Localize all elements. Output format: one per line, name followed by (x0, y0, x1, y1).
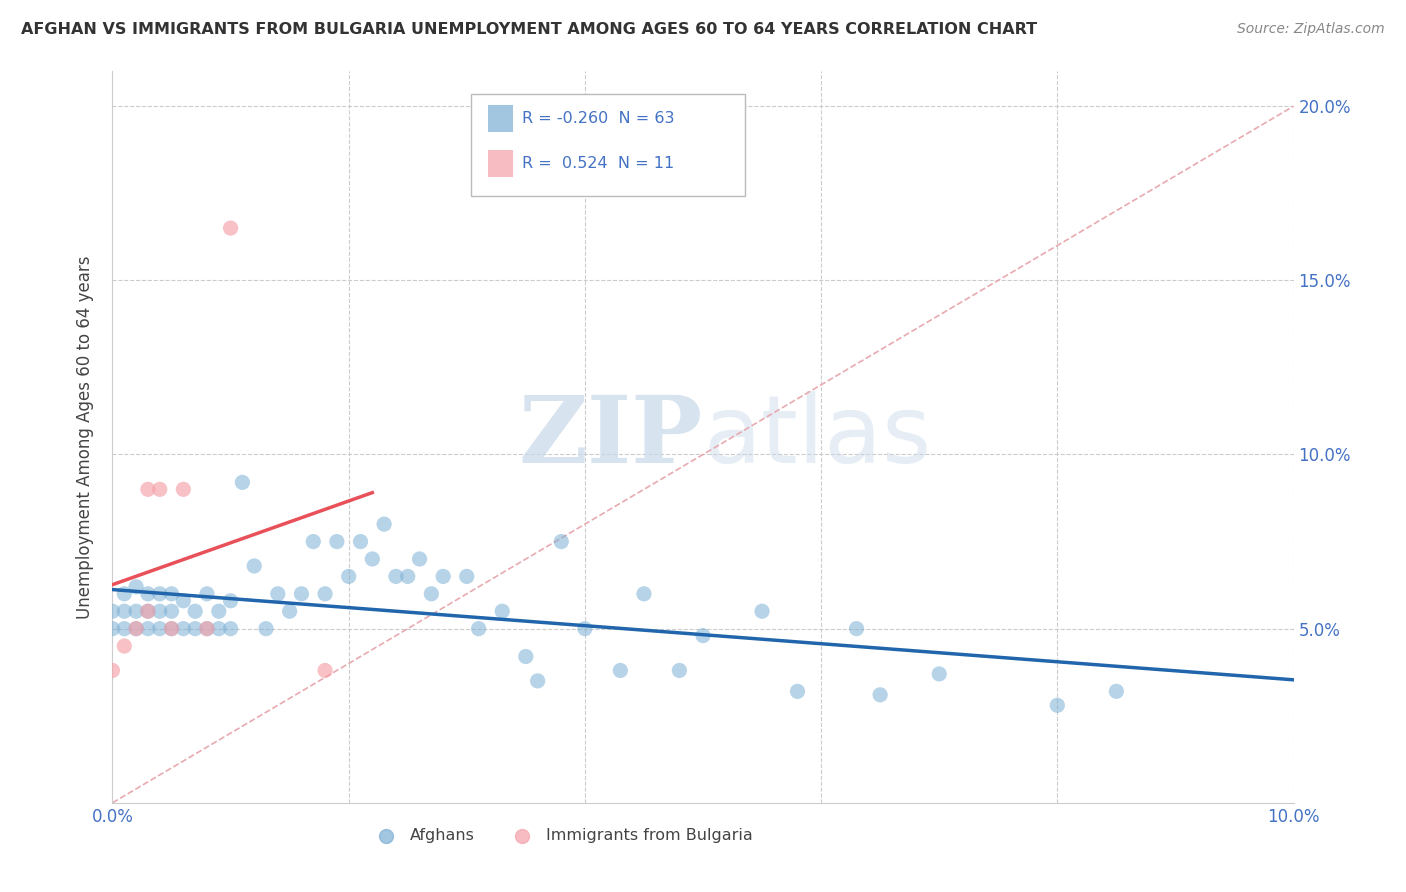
Point (184, 604, 207, 618)
Point (373, 517, 395, 532)
Point (361, 552, 384, 566)
Text: ZIP: ZIP (519, 392, 703, 482)
Point (609, 664, 631, 678)
Point (136, 622, 159, 636)
Point (267, 587, 290, 601)
Point (136, 587, 159, 601)
Point (396, 569, 419, 583)
Point (692, 629, 714, 643)
Point (125, 622, 148, 636)
Point (1046, 698, 1069, 713)
Text: R = -0.260  N = 63: R = -0.260 N = 63 (522, 112, 673, 126)
Point (349, 534, 371, 549)
Point (1105, 684, 1128, 698)
Point (112, 622, 135, 636)
Point (314, 587, 336, 601)
Point (219, 221, 242, 235)
Point (290, 587, 312, 601)
Point (125, 604, 148, 618)
Point (172, 594, 194, 608)
Point (149, 622, 172, 636)
Point (160, 622, 183, 636)
Point (125, 580, 148, 594)
Point (172, 622, 194, 636)
Point (337, 569, 360, 583)
Point (633, 587, 655, 601)
Point (869, 688, 891, 702)
Point (184, 622, 207, 636)
Point (326, 534, 349, 549)
Point (101, 622, 124, 636)
Point (467, 622, 489, 636)
Point (219, 594, 242, 608)
Point (160, 622, 183, 636)
Point (208, 604, 231, 618)
Point (219, 622, 242, 636)
Point (195, 587, 218, 601)
Point (491, 604, 513, 618)
Point (160, 587, 183, 601)
Point (149, 604, 172, 618)
Point (550, 534, 572, 549)
Point (112, 587, 135, 601)
Point (208, 622, 231, 636)
Text: AFGHAN VS IMMIGRANTS FROM BULGARIA UNEMPLOYMENT AMONG AGES 60 TO 64 YEARS CORREL: AFGHAN VS IMMIGRANTS FROM BULGARIA UNEMP… (21, 22, 1038, 37)
Point (101, 604, 124, 618)
Point (928, 667, 950, 681)
Point (195, 622, 218, 636)
Point (786, 684, 808, 698)
Point (302, 534, 325, 549)
Point (149, 483, 172, 497)
Point (456, 569, 478, 583)
Point (278, 604, 301, 618)
Text: Source: ZipAtlas.com: Source: ZipAtlas.com (1237, 22, 1385, 37)
Point (668, 664, 690, 678)
Point (112, 639, 135, 653)
Point (574, 622, 596, 636)
Point (515, 649, 537, 664)
Text: atlas: atlas (703, 391, 931, 483)
Point (408, 552, 430, 566)
Point (101, 664, 124, 678)
Point (526, 673, 548, 688)
Point (136, 604, 159, 618)
Point (845, 622, 868, 636)
Point (160, 604, 183, 618)
Point (385, 569, 408, 583)
Legend: Afghans, Immigrants from Bulgaria: Afghans, Immigrants from Bulgaria (363, 822, 759, 850)
Point (432, 569, 454, 583)
Point (149, 587, 172, 601)
Point (195, 622, 218, 636)
Point (136, 483, 159, 497)
Point (314, 664, 336, 678)
Point (112, 604, 135, 618)
Point (231, 475, 253, 490)
Point (751, 604, 773, 618)
Point (136, 604, 159, 618)
Point (125, 622, 148, 636)
Y-axis label: Unemployment Among Ages 60 to 64 years: Unemployment Among Ages 60 to 64 years (76, 255, 94, 619)
Text: R =  0.524  N = 11: R = 0.524 N = 11 (522, 156, 673, 170)
Point (172, 483, 194, 497)
Point (254, 622, 277, 636)
Point (420, 587, 443, 601)
Point (243, 558, 266, 573)
